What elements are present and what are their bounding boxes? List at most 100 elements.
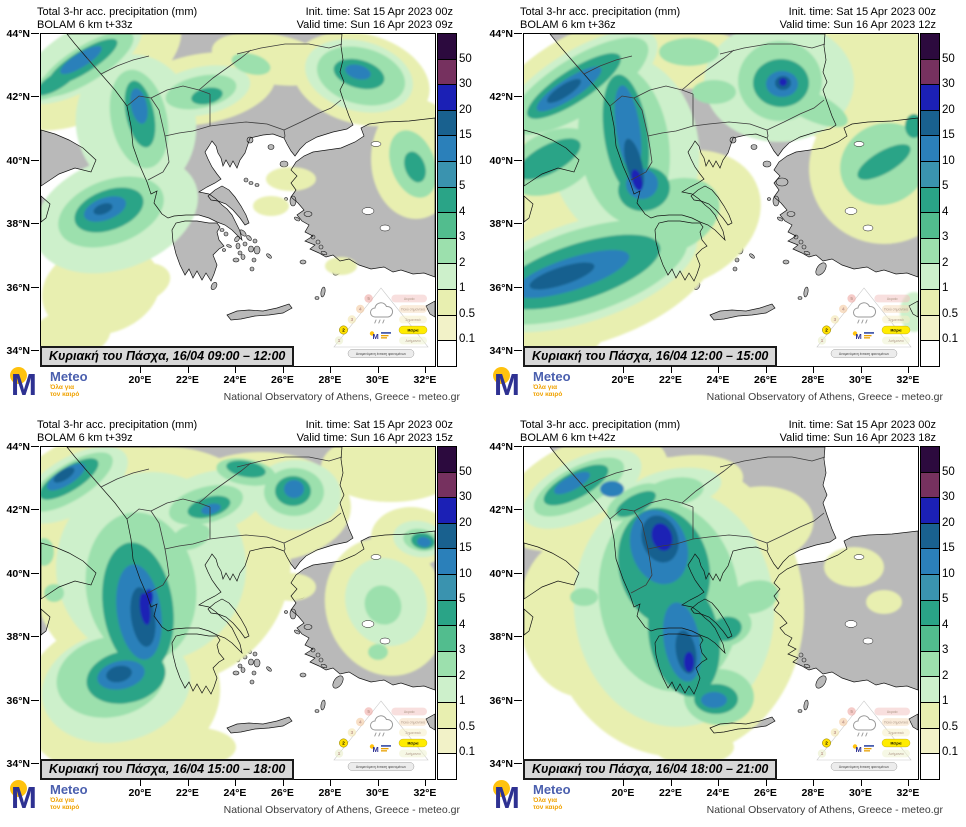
svg-text:Πολύ σημαντικά: Πολύ σημαντικά [401,720,425,724]
logo-brand: Meteo [533,782,571,797]
lon-tick [377,366,379,373]
colorbar-segment [921,314,939,341]
lat-tick-label: 38°N [489,217,513,230]
colorbar-value-label: 4 [459,618,466,631]
svg-text:1: 1 [821,338,824,343]
island [210,282,218,290]
colorbar-value-label: 2 [942,669,949,682]
svg-text:Ασήμαντα: Ασήμαντα [888,752,903,756]
svg-text:Πολύ σημαντικά: Πολύ σημαντικά [884,720,908,724]
coastline [425,300,435,318]
island [797,296,803,300]
coastline [41,608,51,636]
map-svg [524,447,918,779]
coastline [226,716,293,734]
svg-text:4: 4 [842,307,845,312]
lat-tick [514,96,522,97]
lake [853,554,865,560]
lat-tick [514,223,522,224]
lat-tick-label: 34°N [6,344,30,357]
rain-cloud-icon [370,715,394,737]
svg-text:2: 2 [342,328,345,333]
svg-text:Μέτρια: Μέτρια [408,741,420,745]
svg-text:3: 3 [834,730,837,735]
svg-text:1: 1 [338,338,341,343]
lon-tick [282,779,284,786]
coastline [654,633,708,695]
coastline [66,34,354,242]
lat-tick [31,160,39,161]
colorbar-segment [438,58,456,85]
country-borders [569,43,826,181]
lon-tick-label: 28°E [318,787,342,799]
mini-logo-sun-icon [852,744,858,749]
colorbar-value-label: 10 [942,154,955,167]
colorbar-value-label: 20 [942,516,955,529]
lat-tick [31,636,39,637]
colorbar-segment [921,58,939,85]
island [734,257,740,263]
lon-tick [235,779,236,786]
island [237,663,243,669]
logo-m-icon: M [494,780,520,815]
valid-time: Valid time: Sun 16 Apr 2023 09z [296,19,453,31]
island [222,248,226,252]
island [254,183,260,187]
warning-pyramid: Ακραία 5 Πολύ σημαντικά 4 Σημαντικά 3 Μέτρια 2 Α… [816,700,912,771]
lon-tick [813,366,814,373]
logo-sun-icon [10,367,27,384]
svg-text:M: M [856,332,862,341]
island [246,235,252,241]
meteo-logo: M Meteo Όλα για τον καιρό [487,364,607,410]
coastline [171,633,225,695]
coastline [549,447,837,655]
svg-text:5: 5 [850,296,853,301]
colorbar-segment [921,34,939,59]
island [267,144,275,150]
attribution: National Observatory of Athens, Greece -… [706,804,943,816]
svg-text:5: 5 [367,709,370,714]
colorbar-value-label: 15 [942,129,955,142]
colorbar-value-label: 10 [459,154,472,167]
lon-tick-label: 24°E [223,374,247,386]
svg-text:Μέτρια: Μέτρια [408,328,420,332]
valid-time: Valid time: Sun 16 Apr 2023 18z [779,432,936,444]
island [232,670,240,676]
logo-brand: Meteo [533,369,571,384]
colorbar-segment [438,548,456,575]
lat-tick-label: 44°N [489,27,513,40]
colorbar [920,33,940,367]
island [251,670,257,676]
precipitation-field [41,447,435,778]
lon-tick [860,779,862,786]
svg-text:Ακραία: Ακραία [404,710,415,714]
lat-tick-label: 42°N [6,503,30,516]
island [299,672,307,678]
lat-tick [31,509,39,510]
lon-tick-label: 20°E [611,787,635,799]
panel-model: BOLAM 6 km t+33z [37,19,133,31]
panel-title: Total 3-hr acc. precipitation (mm) [37,6,198,18]
time-range-label: Κυριακή του Πάσχα, 16/04 12:00 – 15:00 [523,346,778,367]
island [315,239,321,245]
svg-text:Ασήμαντα: Ασήμαντα [888,339,903,343]
colorbar-segment [921,702,939,728]
logo-tagline: Όλα για τον καιρό [533,797,563,811]
lon-tick [765,779,767,786]
logo-m-icon: M [11,367,37,402]
colorbar-segment [438,186,456,213]
map-svg [41,34,435,366]
landmass [227,304,292,320]
colorbar-value-label: 5 [942,593,949,606]
colorbar-value-label: 30 [942,491,955,504]
svg-text:Αναμενόμενη ένταση φαινομένων: Αναμενόμενη ένταση φαινομένων [839,765,890,769]
island [289,608,297,620]
attribution: National Observatory of Athens, Greece -… [223,804,460,816]
rain-cloud-icon [853,715,877,737]
lat-tick-label: 36°N [489,281,513,294]
colorbar-value-label: 4 [942,205,949,218]
colorbar-value-label: 5 [942,180,949,193]
lake [379,224,391,232]
lat-tick [514,700,522,701]
